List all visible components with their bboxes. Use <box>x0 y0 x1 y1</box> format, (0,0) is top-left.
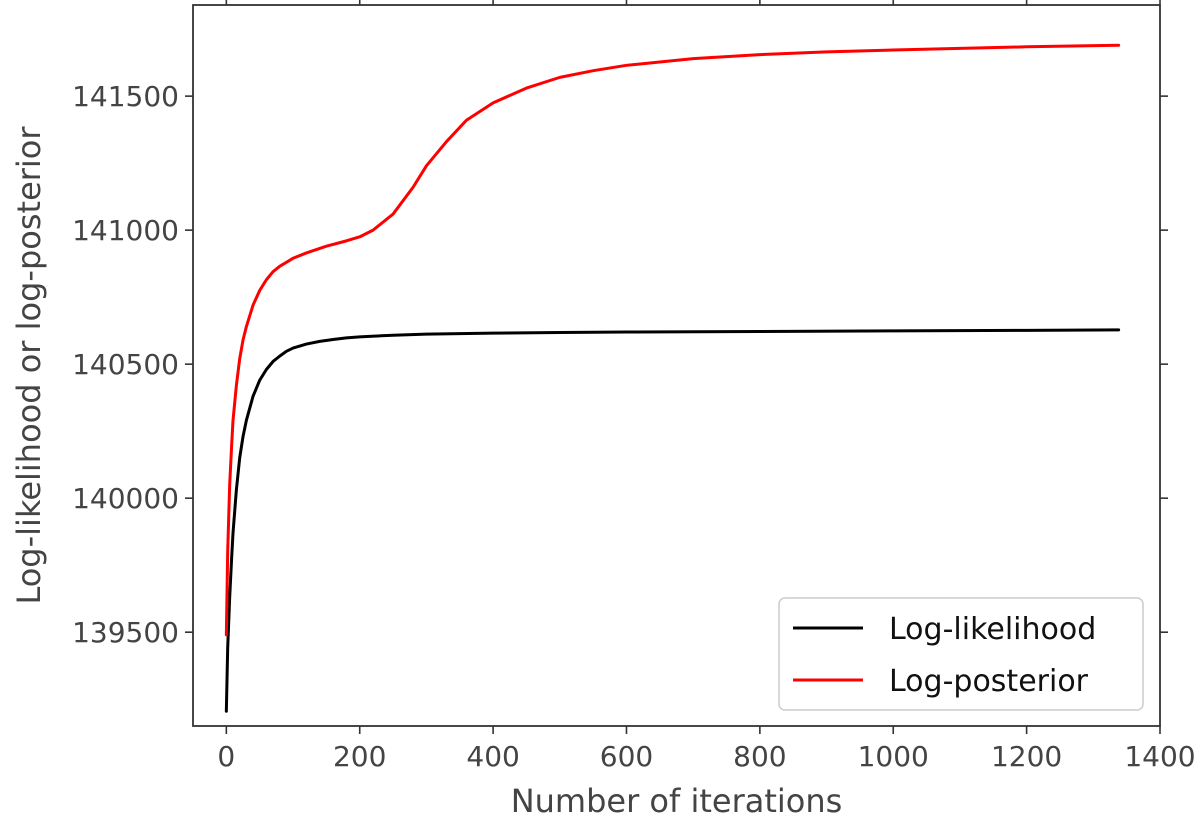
y-tick-label-4: 141500 <box>72 80 179 113</box>
y-tick-label-1: 140000 <box>72 482 179 515</box>
x-tick-label-4: 800 <box>733 740 786 773</box>
y-tick-label-3: 141000 <box>72 214 179 247</box>
y-axis-label: Log-likelihood or log-posterior <box>10 126 48 605</box>
x-tick-label-0: 0 <box>217 740 235 773</box>
y-tick-label-0: 139500 <box>72 616 179 649</box>
series-line-log-posterior <box>224 43 1121 637</box>
series-line-log-likelihood <box>224 328 1121 713</box>
x-tick-label-5: 1000 <box>858 740 929 773</box>
legend-label-log-posterior: Log-posterior <box>889 664 1089 699</box>
legend-box <box>778 597 1144 711</box>
x-tick-label-6: 1200 <box>991 740 1062 773</box>
series-layer <box>224 43 1121 713</box>
x-tick-label-7: 1400 <box>1124 740 1195 773</box>
x-tick-label-1: 200 <box>333 740 386 773</box>
legend-label-log-likelihood: Log-likelihood <box>889 612 1096 647</box>
plot-frame <box>192 4 1161 727</box>
x-axis-label: Number of iterations <box>511 782 843 816</box>
legend: Log-likelihood Log-posterior <box>778 597 1144 711</box>
y-tick-label-2: 140500 <box>72 348 179 381</box>
x-tick-label-3: 600 <box>600 740 653 773</box>
x-tick-label-2: 400 <box>466 740 519 773</box>
ticks-layer: 0 200 400 600 800 1000 1200 1400 139500 140000 140… <box>72 0 1196 773</box>
